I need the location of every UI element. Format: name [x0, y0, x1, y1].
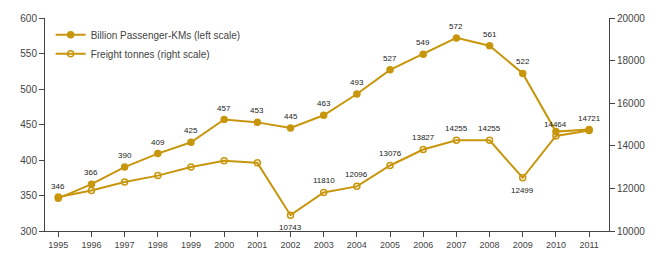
svg-text:1999: 1999: [181, 240, 201, 250]
svg-text:550: 550: [20, 48, 37, 59]
svg-text:2011: 2011: [579, 240, 598, 250]
svg-text:14721: 14721: [578, 114, 601, 123]
svg-text:14255: 14255: [478, 124, 501, 133]
svg-text:409: 409: [151, 138, 165, 147]
svg-text:425: 425: [184, 126, 198, 135]
svg-text:20000: 20000: [617, 13, 645, 24]
svg-text:493: 493: [350, 78, 364, 87]
svg-text:Billion Passenger-KMs (left sc: Billion Passenger-KMs (left scale): [91, 30, 241, 41]
svg-text:1995: 1995: [48, 240, 68, 250]
svg-text:12096: 12096: [345, 170, 368, 179]
svg-text:10000: 10000: [617, 226, 645, 237]
svg-text:1996: 1996: [81, 240, 101, 250]
svg-text:2003: 2003: [314, 240, 334, 250]
svg-text:12499: 12499: [511, 186, 534, 195]
svg-text:1997: 1997: [115, 240, 135, 250]
svg-text:549: 549: [416, 38, 430, 47]
svg-text:457: 457: [217, 104, 231, 113]
svg-text:522: 522: [516, 57, 530, 66]
svg-text:2002: 2002: [280, 240, 300, 250]
svg-text:18000: 18000: [617, 55, 645, 66]
svg-text:390: 390: [118, 151, 132, 160]
svg-text:14000: 14000: [617, 140, 645, 151]
svg-text:2010: 2010: [546, 240, 566, 250]
svg-text:10743: 10743: [279, 223, 302, 232]
svg-text:400: 400: [20, 155, 37, 166]
svg-text:463: 463: [317, 99, 331, 108]
svg-text:1998: 1998: [148, 240, 168, 250]
svg-text:350: 350: [20, 190, 37, 201]
svg-text:2001: 2001: [247, 240, 267, 250]
svg-text:366: 366: [84, 168, 98, 177]
svg-text:Freight tonnes (right scale): Freight tonnes (right scale): [91, 49, 210, 60]
svg-text:14464: 14464: [544, 120, 567, 129]
svg-text:2008: 2008: [480, 240, 500, 250]
svg-text:2007: 2007: [446, 240, 466, 250]
svg-text:346: 346: [51, 182, 65, 191]
svg-text:500: 500: [20, 84, 37, 95]
svg-text:14255: 14255: [445, 124, 468, 133]
svg-text:300: 300: [20, 226, 37, 237]
svg-text:527: 527: [383, 54, 397, 63]
svg-text:2005: 2005: [380, 240, 400, 250]
svg-text:572: 572: [449, 22, 463, 31]
svg-text:2000: 2000: [214, 240, 234, 250]
svg-text:2006: 2006: [413, 240, 433, 250]
svg-text:453: 453: [250, 106, 264, 115]
svg-text:13076: 13076: [379, 149, 402, 158]
svg-text:13827: 13827: [412, 133, 435, 142]
svg-text:2009: 2009: [513, 240, 533, 250]
svg-text:16000: 16000: [617, 98, 645, 109]
svg-text:12000: 12000: [617, 183, 645, 194]
svg-text:600: 600: [20, 13, 37, 24]
svg-text:561: 561: [483, 30, 497, 39]
svg-text:445: 445: [284, 112, 298, 121]
svg-text:450: 450: [20, 119, 37, 130]
svg-text:2004: 2004: [347, 240, 367, 250]
svg-text:11810: 11810: [313, 176, 335, 185]
